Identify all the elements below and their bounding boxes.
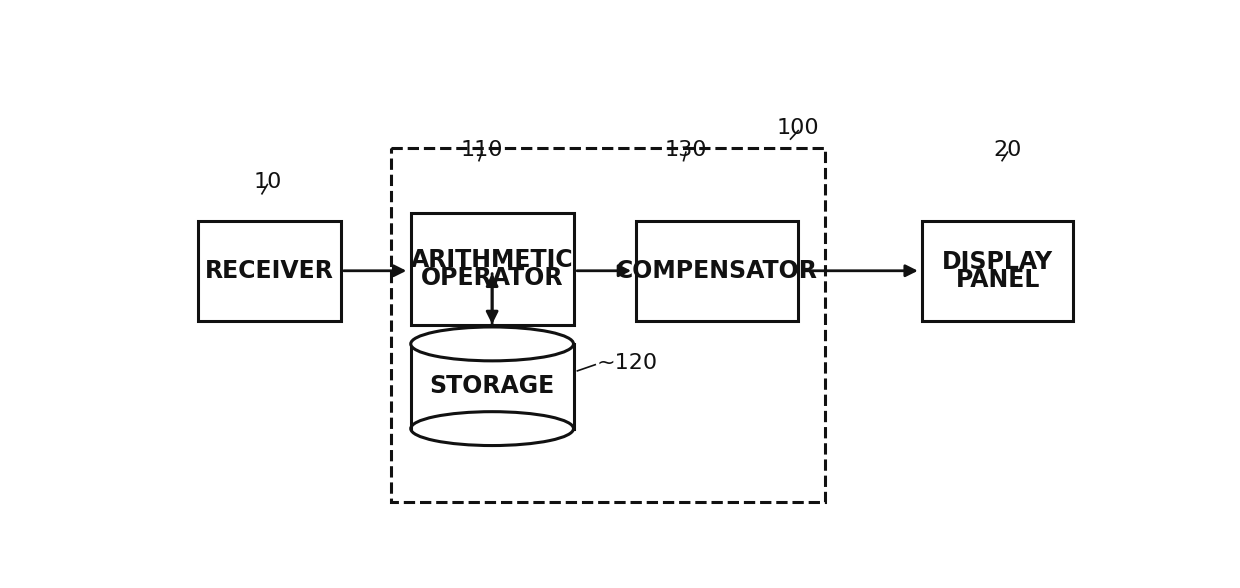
Bar [410,344,573,429]
Ellipse shape [410,412,573,446]
Text: PANEL: PANEL [956,268,1040,292]
Bar [197,220,341,321]
Text: 10: 10 [253,172,281,192]
Text: 100: 100 [777,118,820,138]
Bar [410,213,573,325]
Text: DISPLAY: DISPLAY [942,249,1053,273]
Text: 130: 130 [665,140,707,160]
Bar [635,220,799,321]
Text: 20: 20 [993,140,1022,160]
Text: 110: 110 [461,140,503,160]
Text: STORAGE: STORAGE [429,374,554,398]
Text: RECEIVER: RECEIVER [205,259,334,283]
Ellipse shape [410,327,573,361]
Text: ~120: ~120 [596,353,658,373]
Text: COMPENSATOR: COMPENSATOR [616,259,818,283]
Bar [923,220,1074,321]
Text: OPERATOR: OPERATOR [420,266,563,290]
Bar [392,148,826,502]
Text: ARITHMETIC: ARITHMETIC [410,248,573,272]
